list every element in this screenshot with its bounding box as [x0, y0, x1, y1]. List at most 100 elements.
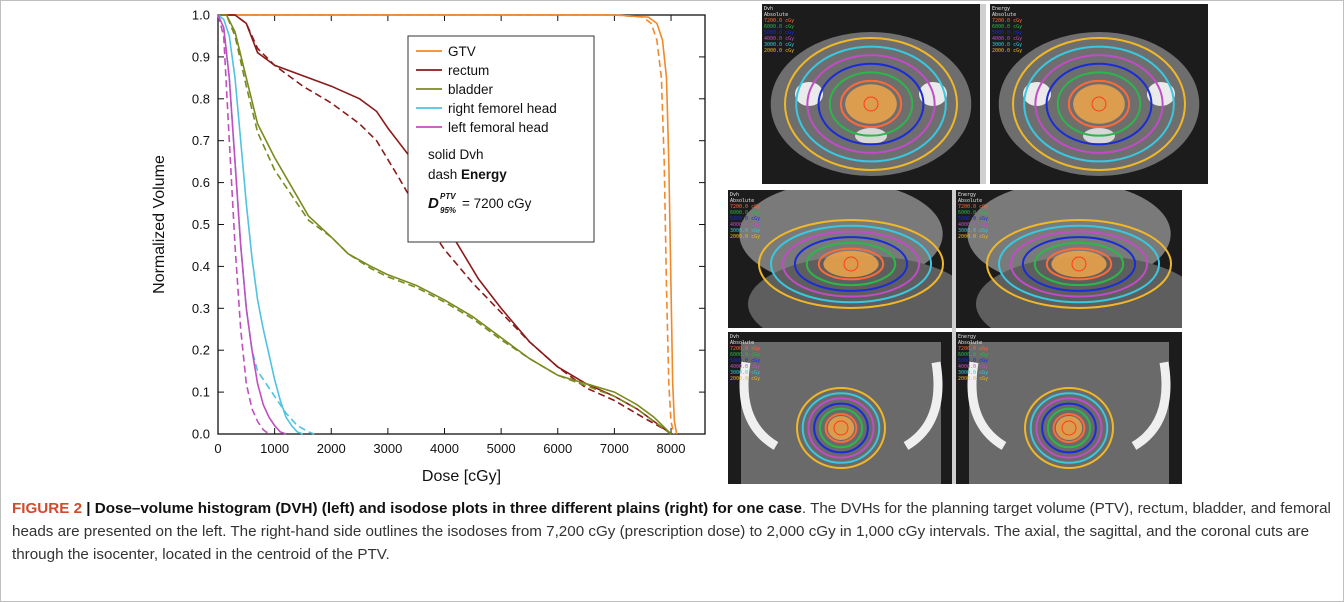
caption-label: FIGURE 2 [12, 500, 83, 517]
x-tick-label: 8000 [657, 441, 686, 456]
x-tick-label: 1000 [260, 441, 289, 456]
isodose-legend-line: 7200.0 cGy [958, 346, 989, 352]
isodose-legend-line: 6000.0 cGy [764, 24, 795, 30]
isodose-image-grid: Dvh Absolute 7200.0 cGy 6000.0 cGy 5000.0 cG… [728, 4, 1340, 484]
y-tick-label: 0.9 [192, 49, 210, 64]
isodose-legend-line: Energy [992, 6, 1011, 12]
isodose-legend-line: Dvh [764, 6, 774, 12]
x-tick-label: 7000 [600, 441, 629, 456]
isodose-legend-line: Absolute [958, 198, 983, 204]
isodose-legend: Dvh Absolute 7200.0 cGy 6000.0 cGy 5000.0 cG… [764, 6, 794, 54]
isodose-legend-line: 5000.0 cGy [958, 358, 989, 364]
isodose-legend-line: 7200.0 cGy [764, 18, 795, 24]
isodose-legend-line: Dvh [730, 334, 740, 340]
y-tick-label: 0.6 [192, 175, 210, 190]
isodose-legend-line: 3000.0 cGy [958, 370, 989, 376]
ct-panel-axial-dvh: Dvh Absolute 7200.0 cGy 6000.0 cGy 5000.0 cG… [762, 4, 980, 184]
isodose-legend-line: 2000.0 cGy [958, 376, 989, 382]
isodose-legend-line: 7200.0 cGy [992, 18, 1023, 24]
isodose-legend-line: Absolute [958, 340, 983, 346]
isodose-legend-line: 4000.0 cGy [730, 364, 761, 370]
y-tick-label: 0.1 [192, 385, 210, 400]
isodose-legend-line: 2000.0 cGy [958, 234, 989, 240]
isodose-legend: Dvh Absolute 7200.0 cGy 6000.0 cGy 5000.0 cG… [730, 192, 760, 240]
isodose-legend-line: 3000.0 cGy [730, 228, 761, 234]
y-tick-label: 0.5 [192, 217, 210, 232]
legend-entry: left femoral head [448, 120, 549, 135]
isodose-legend-line: 3000.0 cGy [992, 42, 1023, 48]
isodose-legend-line: 6000.0 cGy [958, 352, 989, 358]
legend-entry: GTV [448, 44, 476, 59]
legend-entry: rectum [448, 63, 489, 78]
y-tick-label: 0.2 [192, 343, 210, 358]
x-tick-label: 2000 [317, 441, 346, 456]
x-tick-label: 6000 [543, 441, 572, 456]
legend-dose-superscript: PTV [440, 192, 456, 201]
y-tick-label: 0.0 [192, 427, 210, 442]
isodose-legend-line: 5000.0 cGy [730, 358, 761, 364]
caption-title: Dose–volume histogram (DVH) (left) and i… [94, 500, 802, 517]
isodose-legend-line: 6000.0 cGy [730, 210, 761, 216]
isodose-legend-line: 5000.0 cGy [992, 30, 1023, 36]
isodose-legend: Energy Absolute 7200.0 cGy 6000.0 cGy 5000.0… [958, 334, 988, 382]
x-tick-label: 3000 [373, 441, 402, 456]
series-line-GTV-dash [218, 14, 675, 435]
isodose-legend-line: 7200.0 cGy [730, 346, 761, 352]
isodose-legend-line: 6000.0 cGy [992, 24, 1023, 30]
y-tick-label: 0.3 [192, 301, 210, 316]
isodose-legend-line: 7200.0 cGy [958, 204, 989, 210]
ct-panel-sagittal-dvh: Dvh Absolute 7200.0 cGy 6000.0 cGy 5000.0 cG… [728, 190, 954, 328]
y-tick-label: 1.0 [192, 10, 210, 23]
isodose-legend-line: 4000.0 cGy [730, 222, 761, 228]
ct-panel-coronal-energy: Energy Absolute 7200.0 cGy 6000.0 cGy 5000.0… [956, 332, 1182, 484]
legend-note-dash: dash Energy [428, 167, 507, 182]
legend-note-solid: solid Dvh [428, 147, 484, 162]
legend-entry: right femorel head [448, 101, 557, 116]
ct-panel-coronal-dvh: Dvh Absolute 7200.0 cGy 6000.0 cGy 5000.0 cG… [728, 332, 954, 484]
series-line-bladder-solid [218, 14, 672, 435]
caption-body: . The DVHs for the planning target volum… [12, 500, 1331, 563]
isodose-legend-line: 4000.0 cGy [764, 36, 795, 42]
isodose-legend-line: 3000.0 cGy [730, 370, 761, 376]
isodose-legend-line: 3000.0 cGy [764, 42, 795, 48]
isodose-legend-line: 2000.0 cGy [730, 234, 761, 240]
isodose-legend-line: Energy [958, 334, 977, 340]
legend-dose-value: = 7200 cGy [462, 196, 532, 211]
x-tick-label: 0 [214, 441, 221, 456]
isodose-legend-line: 4000.0 cGy [992, 36, 1023, 42]
series-line-left-femoral-head-dash [217, 14, 270, 435]
isodose-legend-line: 4000.0 cGy [958, 222, 989, 228]
isodose-legend-line: 6000.0 cGy [730, 352, 761, 358]
y-tick-label: 0.7 [192, 133, 210, 148]
dvh-chart: 0 1000 2000 3000 4000 5000 6000 7000 8000 0.0 0.1 0… [151, 10, 706, 485]
legend-entry: bladder [448, 82, 494, 97]
isodose-legend-line: Absolute [992, 12, 1017, 18]
x-axis-label: Dose [cGy] [422, 468, 501, 485]
isodose-legend-line: 5000.0 cGy [764, 30, 795, 36]
x-tick-label: 5000 [487, 441, 516, 456]
panel-separator [980, 4, 986, 184]
y-tick-label: 0.8 [192, 91, 210, 106]
series-line-bladder-dash [218, 14, 672, 435]
isodose-legend-line: 7200.0 cGy [730, 204, 761, 210]
isodose-legend-line: 3000.0 cGy [958, 228, 989, 234]
isodose-legend-line: 5000.0 cGy [730, 216, 761, 222]
isodose-legend-line: Absolute [764, 12, 789, 18]
y-tick-label: 0.4 [192, 259, 210, 274]
series-line-right-femorel-head-solid [217, 14, 304, 435]
isodose-legend-line: Dvh [730, 192, 740, 198]
isodose-legend-line: 6000.0 cGy [958, 210, 989, 216]
legend-dose-subscript: 95% [440, 206, 456, 215]
figure-caption: FIGURE 2 | Dose–volume histogram (DVH) (… [12, 500, 1331, 563]
series-line-left-femoral-head-solid [217, 14, 287, 435]
panel-separator [952, 190, 956, 484]
isodose-legend-line: Absolute [730, 340, 755, 346]
x-tick-label: 4000 [430, 441, 459, 456]
isodose-legend-line: Energy [958, 192, 977, 198]
isodose-legend-line: Absolute [730, 198, 755, 204]
legend-dose-symbol: D [428, 195, 439, 212]
isodose-legend-line: 5000.0 cGy [958, 216, 989, 222]
isodose-legend: Dvh Absolute 7200.0 cGy 6000.0 cGy 5000.0 cG… [730, 334, 760, 382]
isodose-legend-line: 4000.0 cGy [958, 364, 989, 370]
isodose-legend: Energy Absolute 7200.0 cGy 6000.0 cGy 5000.0… [958, 192, 988, 240]
